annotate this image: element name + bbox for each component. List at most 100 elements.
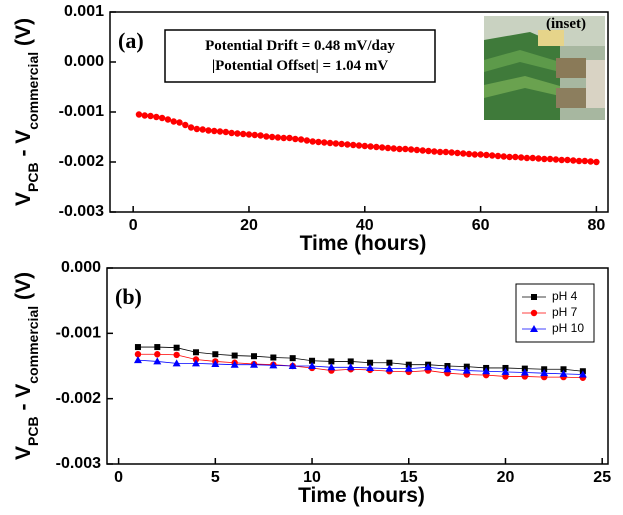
data-point: [390, 145, 397, 152]
data-point: [425, 147, 432, 155]
data-point: [407, 146, 415, 153]
data-point: [347, 358, 354, 365]
data-point: [212, 351, 219, 358]
data-point: [270, 354, 277, 361]
data-point: [269, 361, 278, 369]
y-tick-label: -0.002: [59, 153, 104, 170]
data-point: [154, 344, 161, 351]
data-point: [216, 128, 224, 135]
y-axis-title: VPCB - Vcommercial (V): [12, 18, 41, 206]
data-point: [462, 366, 471, 374]
data-point: [303, 137, 311, 144]
data-point: [587, 158, 594, 165]
data-point: [250, 360, 259, 368]
x-axis-title: Time (hours): [300, 232, 427, 255]
data-point: [231, 352, 238, 359]
data-point: [402, 145, 409, 153]
data-point: [506, 153, 513, 161]
data-point: [512, 153, 519, 161]
data-point: [135, 111, 143, 118]
legend-marker: [530, 325, 538, 332]
y-axis-title-part: - V: [12, 130, 35, 163]
data-point: [134, 344, 141, 351]
data-point: [385, 364, 394, 372]
data-point: [309, 138, 316, 145]
data-point: [465, 150, 473, 158]
data-point: [442, 148, 450, 156]
data-point: [153, 357, 162, 365]
x-tick-label: 15: [400, 469, 418, 486]
data-point: [471, 151, 479, 158]
x-tick-label: 5: [211, 469, 220, 486]
y-axis-title-part: V: [12, 446, 35, 460]
data-point: [367, 359, 374, 366]
data-point: [520, 368, 529, 376]
data-point: [477, 151, 484, 158]
x-tick-label: 80: [588, 217, 606, 234]
data-point: [540, 369, 549, 377]
data-point: [173, 344, 180, 351]
data-point: [378, 144, 386, 151]
inset-label: (inset): [546, 16, 586, 32]
data-point: [361, 142, 368, 150]
data-point: [187, 124, 195, 131]
data-point: [234, 130, 241, 137]
data-point: [344, 141, 351, 148]
data-point: [559, 369, 568, 377]
data-point: [578, 370, 587, 378]
data-point: [488, 152, 496, 159]
data-point: [292, 135, 299, 143]
data-point: [366, 363, 375, 371]
data-point: [523, 154, 531, 162]
data-point: [535, 155, 542, 162]
data-point: [263, 133, 270, 140]
data-point: [501, 367, 510, 375]
data-point: [564, 156, 571, 164]
data-point: [321, 139, 328, 146]
y-axis-title-part: commercial: [25, 52, 41, 130]
data-point: [315, 138, 322, 146]
data-point: [494, 152, 502, 160]
data-point: [308, 362, 317, 369]
x-tick-label: 25: [593, 469, 611, 486]
annotation-box: [164, 29, 436, 83]
plot-frame: [106, 267, 609, 465]
data-point: [355, 142, 363, 149]
x-tick-label: 0: [129, 217, 138, 234]
data-point: [239, 130, 247, 138]
data-point: [193, 125, 201, 133]
data-point: [483, 151, 490, 159]
data-point: [133, 356, 142, 364]
data-point: [199, 126, 206, 133]
data-point: [182, 121, 189, 129]
y-axis-title-part: commercial: [25, 306, 41, 384]
data-point: [172, 359, 181, 367]
inset-photo: [484, 16, 605, 120]
data-point: [460, 150, 467, 157]
data-point: [338, 140, 345, 148]
data-point: [288, 362, 297, 369]
data-point: [158, 114, 166, 122]
legend-label: pH 4: [552, 289, 578, 303]
data-point: [367, 143, 374, 150]
legend-label: pH 7: [552, 305, 578, 319]
data-point: [274, 134, 282, 141]
data-point: [448, 149, 455, 156]
data-point: [211, 127, 218, 135]
x-tick-label: 10: [303, 469, 321, 486]
data-point: [346, 363, 355, 371]
x-axis-title: Time (hours): [298, 484, 425, 507]
data-point: [373, 143, 380, 151]
data-point: [500, 153, 507, 160]
data-point: [386, 359, 393, 366]
y-axis-title-part: PCB: [25, 162, 41, 192]
data-point: [153, 113, 160, 121]
x-tick-label: 40: [356, 217, 374, 234]
legend-label: pH 10: [552, 321, 584, 335]
data-point: [164, 116, 172, 123]
data-point: [230, 360, 239, 368]
data-point: [581, 157, 589, 165]
data-point: [141, 112, 148, 119]
data-point: [396, 145, 403, 153]
